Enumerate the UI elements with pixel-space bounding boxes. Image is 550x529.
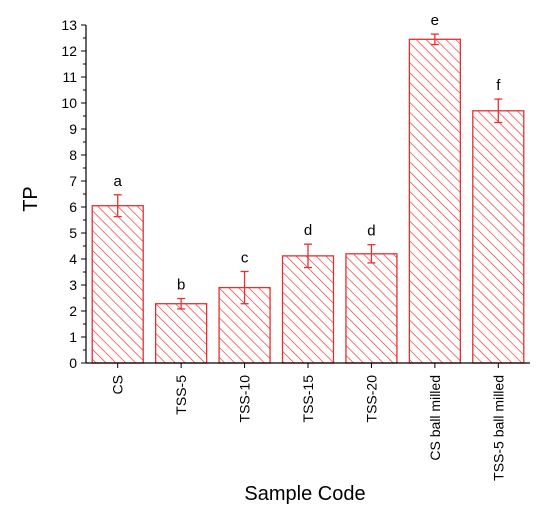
x-tick-label-4: TSS-15 bbox=[300, 375, 316, 423]
y-tick-label-11: 11 bbox=[62, 69, 77, 85]
significance-letter-1: a bbox=[114, 173, 123, 190]
x-axis-title: Sample Code bbox=[244, 483, 365, 505]
y-tick-label-13: 13 bbox=[61, 17, 77, 33]
y-tick-label-5: 5 bbox=[69, 225, 77, 241]
y-tick-label-2: 2 bbox=[69, 303, 77, 319]
error-bar-1 bbox=[113, 194, 122, 218]
error-bar-7 bbox=[494, 98, 503, 124]
y-tick-label-12: 12 bbox=[61, 43, 77, 59]
bar-2 bbox=[154, 303, 208, 364]
bar-6 bbox=[408, 38, 462, 364]
significance-letter-7: f bbox=[496, 77, 501, 94]
x-tick-label-7: TSS-5 ball milled bbox=[490, 375, 506, 481]
bar-5 bbox=[345, 253, 398, 364]
y-tick-label-1: 1 bbox=[69, 329, 77, 345]
significance-letter-4: d bbox=[304, 222, 312, 239]
error-bar-5 bbox=[367, 244, 376, 264]
y-tick-label-9: 9 bbox=[69, 121, 77, 137]
significance-letter-5: d bbox=[367, 223, 375, 240]
y-tick-label-3: 3 bbox=[69, 277, 77, 293]
significance-letter-6: e bbox=[431, 12, 439, 29]
bar-1 bbox=[91, 205, 144, 364]
y-tick-label-10: 10 bbox=[61, 95, 77, 111]
y-tick-label-0: 0 bbox=[69, 355, 77, 371]
bar-4 bbox=[281, 255, 335, 364]
y-tick-label-4: 4 bbox=[69, 251, 77, 267]
significance-letter-2: b bbox=[177, 277, 185, 294]
error-bar-3 bbox=[240, 270, 249, 305]
y-axis-title: TP bbox=[20, 186, 42, 212]
error-bar-4 bbox=[304, 243, 312, 269]
x-tick-label-1: CS bbox=[110, 375, 126, 394]
significance-letter-3: c bbox=[241, 249, 249, 266]
y-tick-label-8: 8 bbox=[69, 147, 77, 163]
x-tick-label-3: TSS-10 bbox=[237, 375, 253, 423]
x-tick-label-5: TSS-20 bbox=[363, 375, 379, 423]
y-tick-label-7: 7 bbox=[69, 173, 77, 189]
y-tick-label-6: 6 bbox=[69, 199, 77, 215]
error-bar-6 bbox=[430, 33, 439, 46]
error-bar-2 bbox=[177, 297, 186, 310]
x-tick-label-6: CS ball milled bbox=[427, 375, 443, 461]
bar-7 bbox=[472, 110, 525, 364]
x-tick-label-2: TSS-5 bbox=[173, 375, 189, 415]
